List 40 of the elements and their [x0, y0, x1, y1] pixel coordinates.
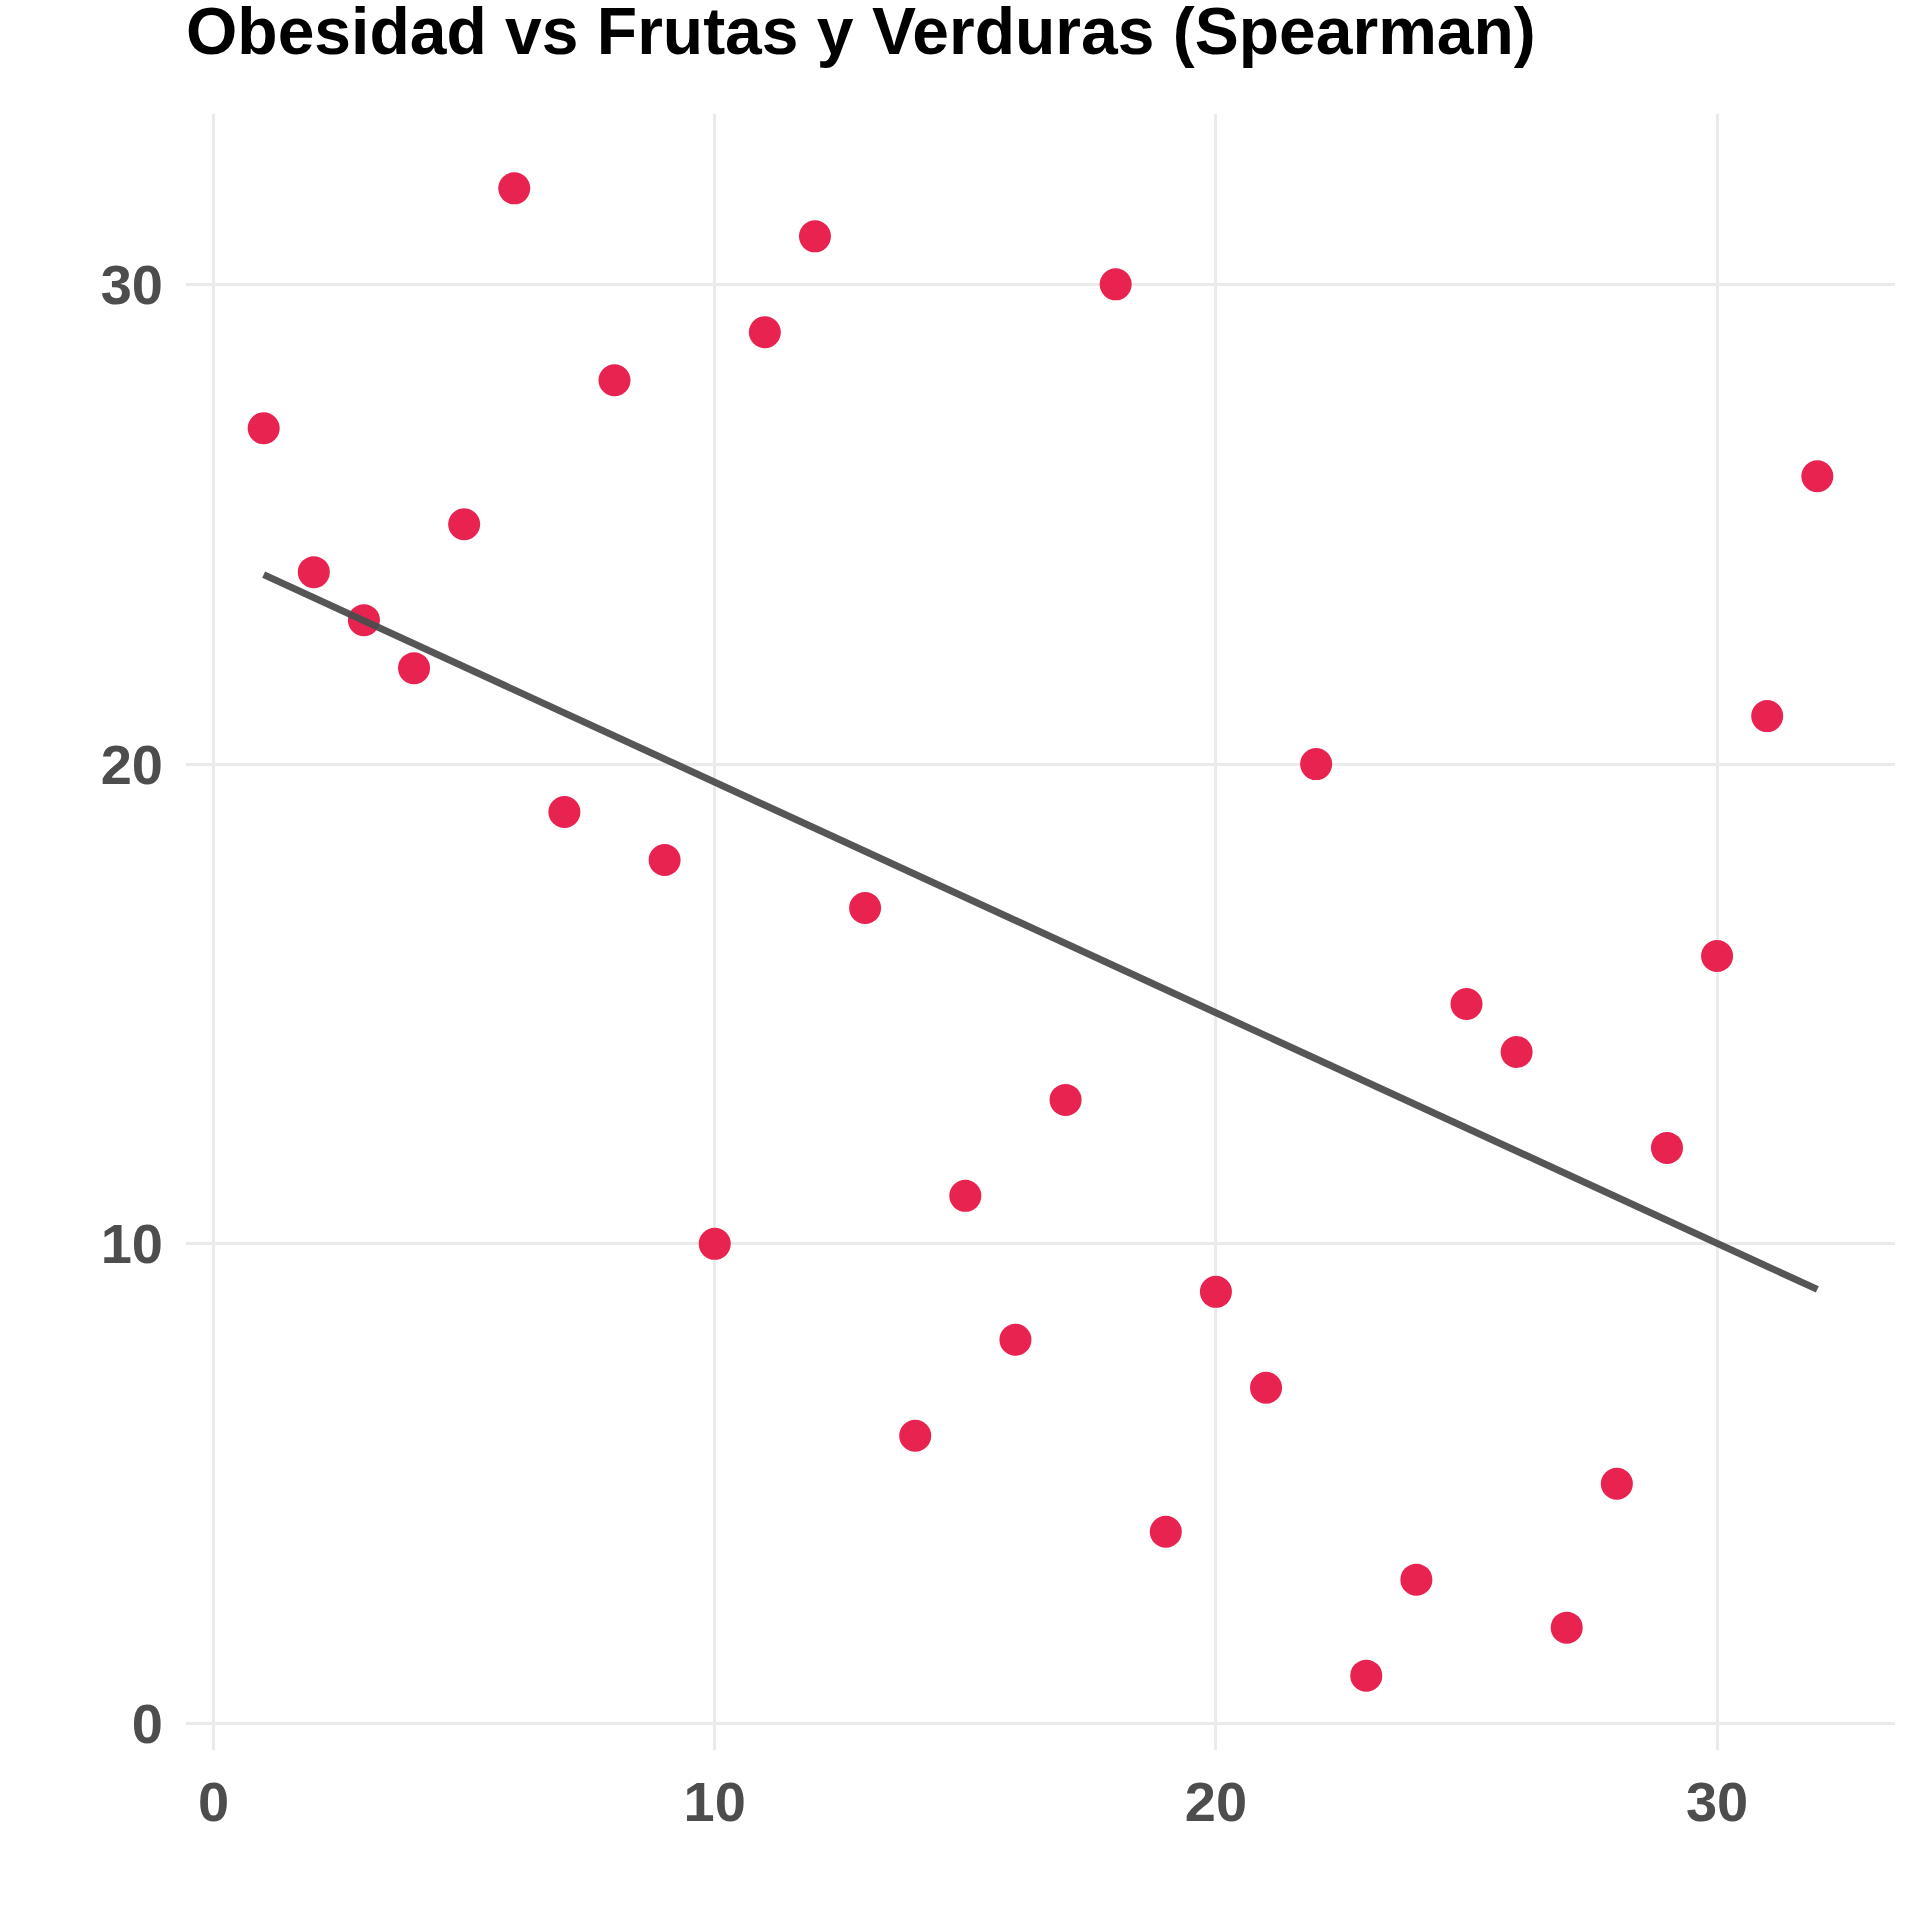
point	[1350, 1659, 1383, 1692]
point	[899, 1419, 932, 1452]
point	[548, 796, 581, 829]
point	[949, 1179, 982, 1212]
point	[1300, 748, 1333, 781]
point	[1650, 1131, 1683, 1164]
point	[1149, 1515, 1182, 1548]
x-tick-label: 0	[197, 1770, 230, 1833]
point	[999, 1323, 1032, 1356]
y-tick-label: 20	[100, 732, 163, 796]
point	[1801, 460, 1834, 493]
y-tick-label: 0	[131, 1692, 163, 1756]
x-tick-label: 30	[1685, 1770, 1749, 1833]
point	[849, 892, 882, 924]
point	[1400, 1563, 1433, 1596]
point	[1199, 1275, 1232, 1308]
point	[398, 652, 431, 685]
chart-title: Obesidad vs Frutas y Verduras (Spearman)	[186, 0, 1536, 69]
point	[1751, 700, 1784, 733]
point	[748, 316, 781, 349]
point	[1701, 939, 1734, 972]
point	[798, 220, 831, 253]
point	[1450, 987, 1483, 1020]
point	[698, 1227, 731, 1260]
point	[498, 172, 531, 205]
point	[648, 844, 681, 877]
y-tick-label: 30	[100, 252, 163, 316]
point	[1250, 1371, 1283, 1404]
point	[1099, 268, 1132, 301]
point	[297, 556, 330, 589]
point	[598, 364, 631, 397]
point	[1550, 1611, 1583, 1644]
x-tick-label: 10	[683, 1770, 746, 1833]
point	[1600, 1467, 1633, 1500]
y-tick-label: 10	[100, 1212, 163, 1276]
point	[1049, 1083, 1082, 1116]
point	[448, 508, 481, 541]
point	[247, 412, 280, 445]
x-tick-label: 20	[1184, 1770, 1248, 1833]
point	[1500, 1035, 1533, 1068]
